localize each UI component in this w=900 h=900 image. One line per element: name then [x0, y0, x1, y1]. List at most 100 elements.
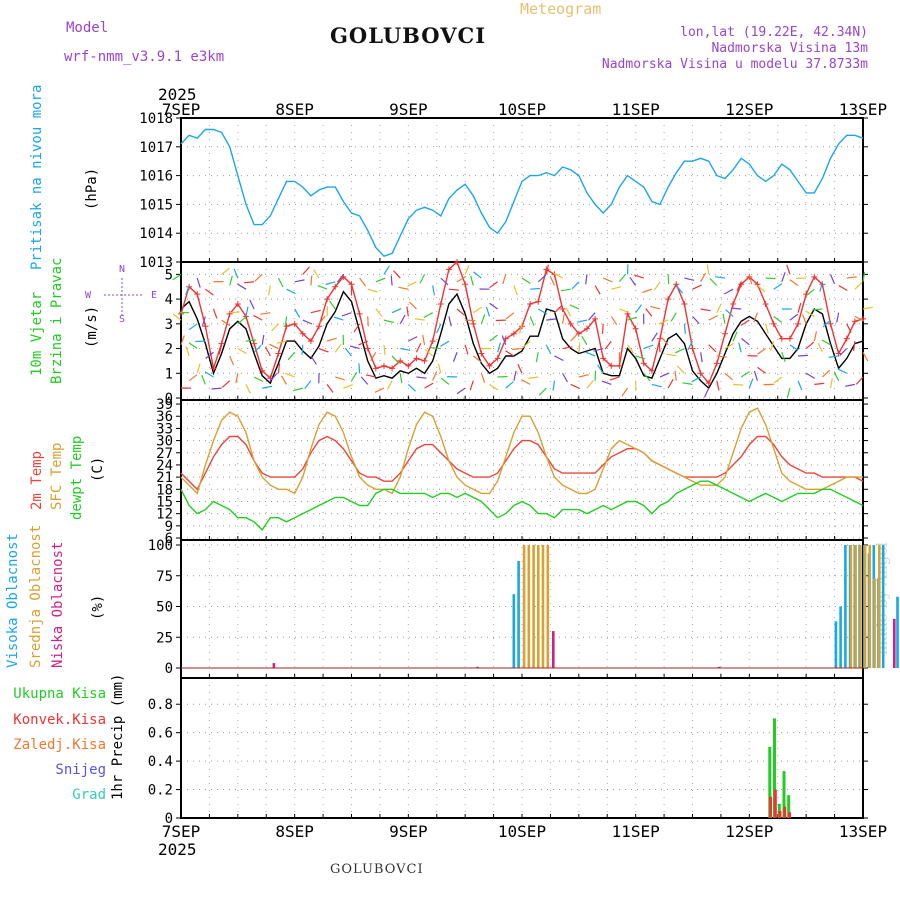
- wind-arrow: [302, 319, 313, 325]
- gust-marker: [454, 259, 461, 265]
- wind-arrow: [188, 323, 198, 331]
- wind-arrow: [292, 387, 303, 392]
- wind-arrow: [333, 316, 344, 321]
- wind-arrow: [708, 315, 718, 321]
- wind-key-e: E: [151, 290, 157, 301]
- wind-arrow: [399, 314, 406, 325]
- wind-arrow: [725, 309, 734, 317]
- wind-arrow: [336, 274, 344, 283]
- pressure-ytick-label: 1018: [139, 111, 173, 127]
- wind-arrow: [448, 316, 452, 327]
- cloud-bar: [893, 618, 896, 668]
- wind-arrow: [692, 315, 700, 325]
- wind-arrow: [682, 382, 693, 385]
- wind-arrow: [253, 376, 264, 383]
- wind-arrow: [358, 340, 368, 346]
- page-title: GOLUBOVCI: [330, 23, 487, 48]
- wind-arrow: [367, 316, 369, 327]
- gust-marker: [786, 335, 793, 342]
- wind-arrow: [601, 323, 604, 334]
- wind-arrow: [715, 276, 726, 279]
- wind-arrow: [594, 285, 601, 295]
- wind-arrow: [221, 267, 230, 275]
- wind-arrow: [733, 383, 744, 386]
- wind-arrow: [805, 372, 816, 379]
- gust-marker: [762, 301, 769, 308]
- wind-arrow: [537, 274, 547, 283]
- wind-arrow: [432, 371, 438, 381]
- temperature-ytick-label: 33: [156, 421, 173, 437]
- wind-arrow: [789, 344, 799, 351]
- pressure-ytick-label: 1015: [139, 197, 173, 213]
- wind-arrow: [400, 347, 411, 351]
- wind-arrow: [489, 302, 498, 310]
- wind-arrow: [757, 348, 766, 355]
- wind-arrow: [658, 342, 661, 353]
- wind-arrow: [852, 341, 856, 352]
- cloud-bar: [527, 545, 531, 668]
- wind-arrow: [233, 268, 239, 279]
- wind-arrow: [285, 372, 295, 378]
- precip-grad-label: Grad: [72, 787, 106, 803]
- wind-arrow: [706, 264, 710, 275]
- wind-key-w: W: [85, 290, 92, 301]
- model-label: Model: [66, 20, 109, 36]
- wind-arrow: [577, 319, 588, 323]
- wind-arrow: [456, 387, 466, 395]
- wind-arrow: [601, 380, 612, 385]
- wind-arrow: [846, 276, 857, 279]
- wind-arrow: [416, 376, 427, 379]
- wind-arrow: [237, 348, 247, 355]
- gust-marker: [843, 335, 850, 342]
- wind-arrow: [326, 384, 334, 393]
- wind-ytick-label: 0: [165, 391, 173, 407]
- gust-marker: [202, 323, 209, 330]
- cloud-bar: [844, 545, 847, 668]
- wind-arrow: [277, 277, 284, 288]
- wind-arrow: [374, 387, 385, 393]
- gust-marker: [389, 365, 396, 372]
- wind-arrow: [773, 283, 783, 290]
- wind-arrow: [691, 376, 701, 383]
- wind-arrow: [828, 355, 839, 358]
- temperature-ytick-label: 39: [156, 397, 173, 413]
- wind-arrow: [519, 323, 523, 334]
- wind-arrow: [513, 370, 517, 381]
- wind-arrow: [667, 274, 670, 285]
- wind-arrow: [521, 379, 531, 385]
- wind-arrow: [294, 279, 305, 283]
- wind-arrow: [839, 348, 848, 357]
- wind-arrow: [489, 281, 498, 289]
- wind-arrow: [560, 288, 571, 292]
- wind-arrow: [398, 286, 409, 290]
- gust-marker: [234, 301, 241, 308]
- wind-arrow: [253, 314, 263, 321]
- wind-arrow: [359, 277, 367, 287]
- wind-arrow: [294, 308, 301, 318]
- x-day-label-top: 9SEP: [389, 100, 428, 119]
- wind-ytick-label: 3: [165, 317, 173, 333]
- wind-arrow: [570, 333, 578, 342]
- precip-ytick-label: 0.2: [148, 783, 173, 799]
- wind-arrow: [645, 308, 653, 317]
- wind-arrow: [578, 342, 581, 353]
- wind-arrow: [221, 380, 231, 388]
- wind-arrow: [829, 378, 833, 389]
- pressure-ytick-label: 1017: [139, 140, 173, 156]
- precip-bar: [778, 810, 782, 818]
- wind-arrow: [833, 371, 840, 381]
- wind-arrow: [594, 370, 597, 381]
- wind-arrow: [545, 264, 549, 275]
- wind-arrow: [554, 305, 563, 314]
- gust-marker: [681, 301, 688, 308]
- x-day-label-bottom: 9SEP: [389, 822, 428, 841]
- gust-marker: [543, 266, 550, 273]
- cloud-bar: [541, 545, 545, 668]
- precip-frozen-label: Zaledj.Kisa: [13, 737, 106, 753]
- wind-arrow: [738, 342, 742, 353]
- temperature-ytick-label: 24: [156, 458, 173, 474]
- wind-arrow: [375, 308, 383, 317]
- wind-arrow: [485, 306, 491, 317]
- gust-marker: [770, 320, 777, 327]
